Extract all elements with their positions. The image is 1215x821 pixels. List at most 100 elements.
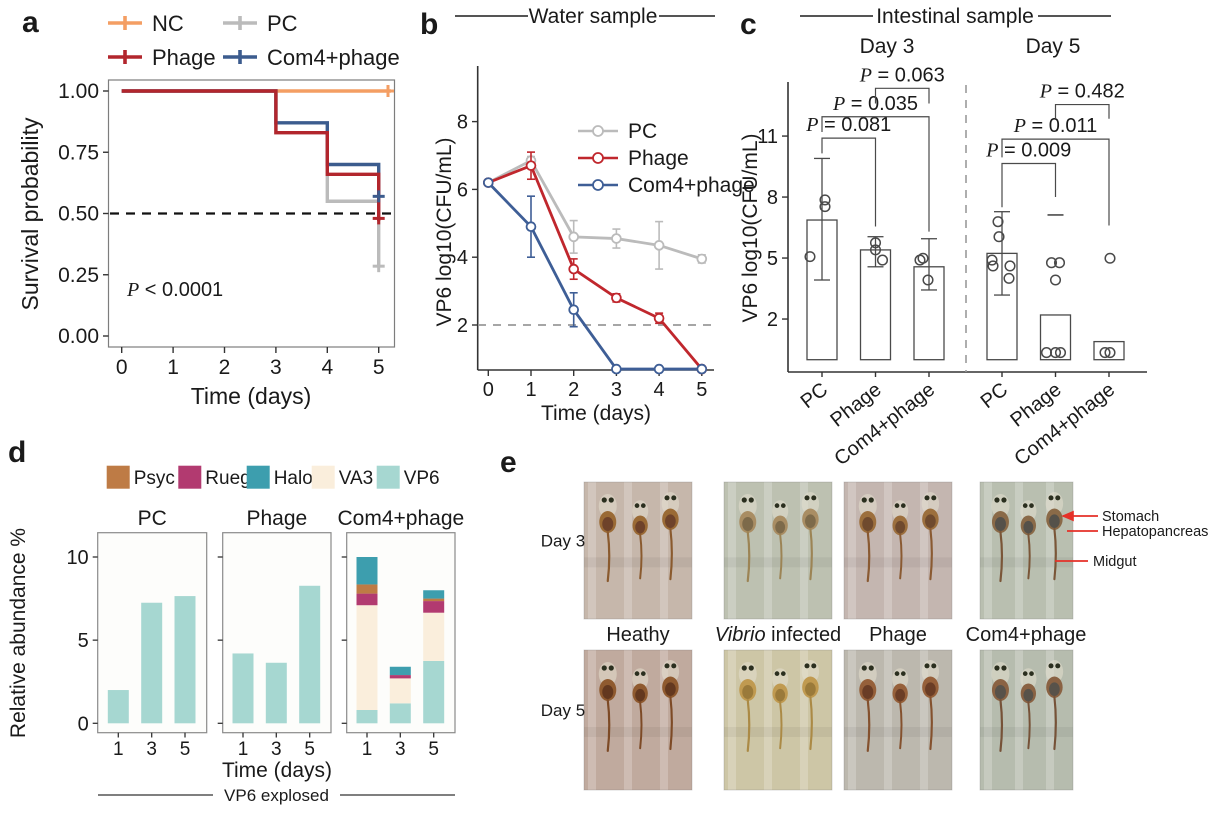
legend-item-Com4+phage: Com4+phage <box>223 45 400 70</box>
legend-label: Phage <box>628 147 689 170</box>
legend-label: Phage <box>152 45 216 70</box>
x-tick-label: 3 <box>611 379 622 401</box>
y-tick-label: 8 <box>767 187 778 209</box>
legend-item-NC: NC <box>108 11 184 36</box>
axes: 0.00 0.25 0.50 0.75 1.00 0 1 2 3 4 5 <box>58 80 384 379</box>
significance-bracket: P = 0.482 <box>1039 81 1125 119</box>
data-point <box>653 312 665 324</box>
legend-item-PC: PC <box>578 120 657 143</box>
x-tick-label: 5 <box>180 739 191 760</box>
y-tick-label: 0.00 <box>58 325 99 348</box>
y-tick-label: 2 <box>767 309 778 331</box>
legend-label: NC <box>152 11 184 36</box>
panel-b-label: b <box>420 8 438 41</box>
x-tick-label: 5 <box>373 356 385 379</box>
y-tick-label: 0.50 <box>58 203 99 226</box>
subplot-Com4+phage: Com4+phage 1 3 5 <box>338 507 465 760</box>
x-tick-label: 3 <box>395 739 406 760</box>
x-axis-title: Time (days) <box>222 759 332 782</box>
p-value-label: P = 0.035 <box>832 93 918 115</box>
column-label: Vibrio infected <box>715 624 841 646</box>
title-text: Intestinal sample <box>876 5 1034 28</box>
row-label: Day 3 <box>541 532 585 551</box>
annotation-label: Hepatopancreas <box>1102 524 1208 540</box>
axes: 2 5 8 11 <box>757 82 1147 377</box>
data-point <box>611 363 622 375</box>
y-tick-label: 1.00 <box>58 80 99 103</box>
x-tick-label: 3 <box>271 739 282 760</box>
bar-PC <box>804 157 838 361</box>
significance-bracket: P = 0.011 <box>1001 115 1110 226</box>
stack-segment-VA3 <box>423 612 445 661</box>
x-tick-label: 3 <box>146 739 157 760</box>
stacked-bar-day3 <box>141 602 163 724</box>
stack-segment-VP6 <box>299 585 321 724</box>
day5-header: Day 5 <box>1026 35 1081 58</box>
panel-b-legend: PC Phage Com4+phage <box>578 120 755 197</box>
data-point <box>819 201 831 213</box>
data-point <box>1049 347 1062 359</box>
legend-item-VA3: VA3 <box>311 465 373 489</box>
bar-Com4+phage <box>1093 252 1125 361</box>
stack-segment-VP6 <box>356 709 378 724</box>
x-tick-label: 0 <box>116 356 128 379</box>
x-tick-label: 5 <box>428 739 439 760</box>
legend-label: Com4+phage <box>267 45 400 70</box>
data-point <box>914 254 926 266</box>
bar-Phage <box>1039 214 1072 361</box>
stack-segment-VA3 <box>389 678 411 704</box>
x-tick-label: 1 <box>362 739 373 760</box>
x-tick-label: 4 <box>654 379 665 401</box>
stack-segment-Psyc <box>423 598 445 602</box>
censor-marks <box>372 85 394 273</box>
photo-day3-vibrio-infected <box>723 481 833 620</box>
panel-b-title: Water sample <box>455 5 715 28</box>
significance-bracket: P = 0.035 <box>821 93 930 232</box>
legend-item-PC: PC <box>223 11 298 36</box>
legend-item-Psyc: Psyc <box>106 465 175 489</box>
stack-segment-Rueg <box>423 601 445 613</box>
stack-segment-VA3 <box>356 605 378 710</box>
y-axis-title: Survival probability <box>17 117 43 311</box>
data-point <box>568 304 579 316</box>
axes: 2 4 6 8 0 1 2 3 4 5 <box>457 66 714 401</box>
data-point <box>922 274 934 286</box>
subplot-title: Phage <box>246 507 307 530</box>
panel-e-photo-grid: e Day 3 Day 5 Heathy Vibrio infected Phage Com… <box>500 446 1208 791</box>
y-axis-title: VP6 log10(CFU/mL) <box>433 137 456 326</box>
y-tick-label: 2 <box>457 315 468 337</box>
data-point <box>1040 347 1053 359</box>
y-tick-label: 0.75 <box>58 141 99 164</box>
data-point <box>1104 347 1116 359</box>
x-tick-label: 2 <box>568 379 579 401</box>
data-point <box>993 231 1005 243</box>
photo-day3-phage <box>843 481 953 620</box>
stack-segment-VP6 <box>141 602 163 724</box>
x-tick-label: 1 <box>238 739 249 760</box>
annotation: P < 0.0001 <box>126 279 223 301</box>
stacked-bar-day1 <box>107 690 129 724</box>
y-tick-label: 10 <box>66 547 88 569</box>
bar-Phage <box>859 236 892 361</box>
stacked-bar-day5 <box>423 590 445 724</box>
panel-d-legend: Psyc Rueg Halo VA3 VP6 <box>106 465 440 489</box>
data-point <box>1104 252 1116 264</box>
data-point <box>1003 272 1015 284</box>
p-value-label: P = 0.482 <box>1039 81 1125 103</box>
data-point <box>611 233 622 244</box>
subplot-Phage: Phage 1 3 5 <box>217 507 332 760</box>
data-point <box>525 160 537 171</box>
data-point <box>525 221 537 232</box>
curve-Phage <box>121 89 381 221</box>
panel-c-label: c <box>740 8 757 41</box>
x-tick-label: 3 <box>270 356 282 379</box>
subplot-title: PC <box>138 507 167 530</box>
data-point <box>653 363 665 375</box>
data-point <box>696 363 708 375</box>
stacked-bar-day3 <box>389 666 411 724</box>
x-tick-label: 1 <box>113 739 124 760</box>
y-tick-label: 5 <box>767 248 778 270</box>
stacked-bar-day3 <box>265 662 287 724</box>
